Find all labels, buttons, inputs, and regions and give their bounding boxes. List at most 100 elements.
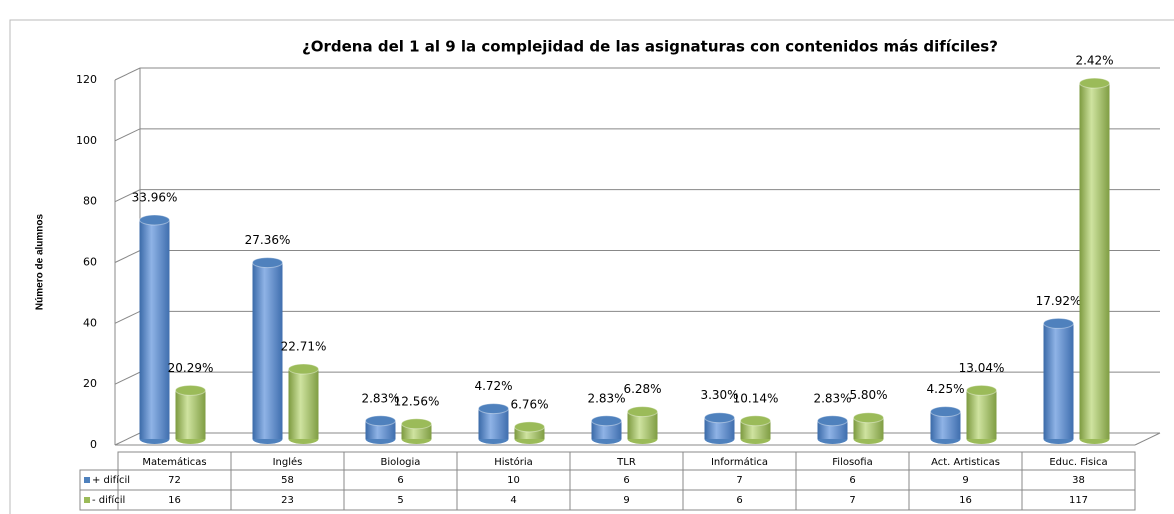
bar-part: [288, 369, 319, 439]
table-cell: 6: [849, 475, 855, 486]
x-tick-label: TLR: [616, 457, 636, 468]
data-label: 2.83%: [361, 391, 399, 405]
data-label: 4.25%: [926, 382, 964, 396]
y-tick-label: 0: [90, 438, 97, 451]
bar-part: [591, 415, 622, 427]
bar-part: [1043, 317, 1074, 329]
table-cell: 5: [397, 495, 403, 506]
bar: [514, 421, 545, 444]
bar-part: [252, 262, 283, 439]
bar-part: [740, 420, 771, 439]
bar: [817, 415, 848, 444]
bar-part: [740, 415, 771, 427]
table-cell: 10: [507, 475, 520, 486]
bar-part: [365, 415, 396, 427]
data-label: 17.92%: [1036, 294, 1082, 308]
bar-part: [853, 412, 884, 424]
x-tick-label: Matemáticas: [142, 456, 206, 468]
legend-label: + difícil: [92, 474, 130, 486]
bar-part: [1079, 77, 1110, 89]
table-cell: 7: [849, 495, 855, 506]
data-label: 12.56%: [394, 394, 440, 408]
y-tick-label: 20: [83, 377, 97, 390]
grid-line: [114, 128, 1160, 142]
bar: [740, 415, 771, 444]
bar-part: [401, 418, 432, 430]
x-tick-label: Act. Artisticas: [931, 457, 1000, 468]
table-cell: 72: [168, 475, 181, 486]
bar-part: [1079, 83, 1110, 439]
bar: [930, 406, 961, 444]
y-tick-label: 100: [76, 134, 97, 147]
chart-title: ¿Ordena del 1 al 9 la complejidad de las…: [302, 38, 998, 56]
bar-part: [930, 406, 961, 418]
y-tick-label: 80: [83, 195, 97, 208]
data-label: 2.42%: [1075, 54, 1113, 68]
bar: [1079, 77, 1110, 444]
legend-label: - difícil: [92, 494, 125, 506]
y-tick-label: 60: [83, 256, 97, 269]
table-cell: 16: [959, 495, 972, 506]
table-cell: 6: [623, 475, 629, 486]
floor-side: [1134, 432, 1161, 446]
data-label: 27.36%: [245, 233, 291, 247]
table-header-frame: [117, 451, 1136, 471]
bar: [288, 363, 319, 444]
bar: [252, 257, 283, 444]
bar: [478, 403, 509, 444]
data-label: 10.14%: [733, 391, 779, 405]
x-tick-label: Educ. Fisica: [1049, 457, 1107, 468]
grid-line: [114, 67, 1160, 81]
bar-part: [704, 417, 735, 439]
data-label: 2.83%: [587, 391, 625, 405]
bar: [966, 384, 997, 444]
data-label: 6.76%: [510, 397, 548, 411]
table-cell: 38: [1072, 475, 1085, 486]
y-tick-label: 120: [76, 73, 97, 86]
table-cell: 16: [168, 495, 181, 506]
bar: [365, 415, 396, 444]
bar-part: [591, 420, 622, 439]
bar-part: [966, 384, 997, 396]
data-label: 6.28%: [623, 382, 661, 396]
bar-part: [966, 390, 997, 439]
table-cell: 23: [281, 495, 294, 506]
bar-part: [817, 415, 848, 427]
data-label: 2.83%: [813, 391, 851, 405]
bar-part: [139, 214, 170, 226]
bar-part: [139, 220, 170, 439]
table-cell: 9: [623, 495, 629, 506]
x-tick-label: História: [494, 456, 533, 468]
bar-part: [252, 257, 283, 269]
bar-part: [1043, 323, 1074, 439]
data-label: 13.04%: [959, 361, 1005, 375]
bar-part: [478, 408, 509, 439]
table-cell: 6: [397, 475, 403, 486]
data-label: 3.30%: [700, 388, 738, 402]
data-label: 33.96%: [132, 191, 178, 205]
bar: [853, 412, 884, 444]
table-cell: 9: [962, 475, 968, 486]
bar: [591, 415, 622, 444]
legend-key: [84, 477, 90, 483]
chart-border: [9, 19, 1174, 514]
bar: [175, 384, 206, 444]
data-label: 20.29%: [168, 361, 214, 375]
bar: [401, 418, 432, 444]
table-cell: 58: [281, 475, 294, 486]
bar-part: [175, 384, 206, 396]
x-tick-label: Filosofia: [832, 457, 872, 468]
bar-part: [853, 417, 884, 439]
y-tick-label: 40: [83, 316, 97, 329]
y-axis-label: Número de alumnos: [35, 214, 46, 311]
x-tick-label: Inglés: [273, 456, 303, 468]
bar-part: [288, 363, 319, 375]
bar-part: [704, 412, 735, 424]
bar-part: [175, 390, 206, 439]
data-label: 4.72%: [474, 379, 512, 393]
table-cell: 6: [736, 495, 742, 506]
bar-part: [627, 406, 658, 418]
bar: [1043, 317, 1074, 444]
table-cell: 117: [1069, 495, 1088, 506]
